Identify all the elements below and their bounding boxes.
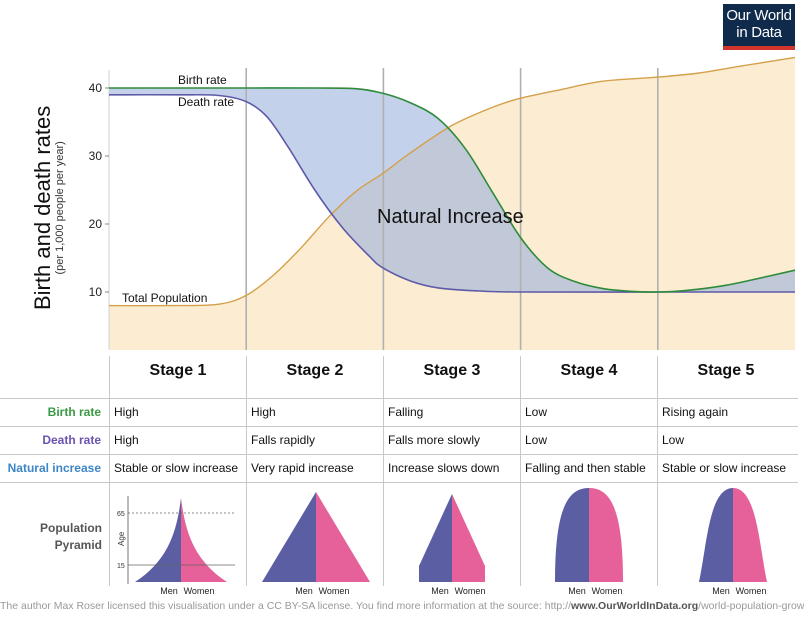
logo-line-2: in Data — [736, 24, 782, 41]
y-axis-title: Birth and death rates — [30, 105, 55, 310]
stage-3-heading: Stage 3 — [423, 362, 481, 379]
table-cell: Stable or slow increase — [662, 461, 787, 475]
owid-logo[interactable]: Our World in Data — [723, 4, 795, 50]
table-cell: High — [114, 405, 139, 419]
row-label-birth-rate: Birth rate — [47, 405, 101, 419]
pyramid-women — [452, 494, 485, 582]
population-pyramid-label: Population Pyramid — [20, 520, 102, 554]
pyramid-women-label: Women — [184, 586, 215, 596]
pyramid-women-label: Women — [319, 586, 350, 596]
table-cell: High — [114, 433, 139, 447]
row-label-natural-increase: Natural increase — [7, 461, 101, 475]
pyramid-women — [316, 492, 370, 582]
table-cell: Rising again — [662, 405, 729, 419]
license-footer: The author Max Roser licensed this visua… — [0, 600, 804, 612]
table-cell: Falls more slowly — [388, 433, 481, 447]
pyramid-men — [419, 494, 452, 582]
table-cell: Low — [662, 433, 685, 447]
stage-2-heading: Stage 2 — [286, 362, 344, 379]
pyramid-men — [699, 488, 733, 582]
death-rate-line — [108, 93, 795, 293]
pyramid-women — [733, 488, 767, 582]
natural-increase-area — [109, 87, 795, 293]
table-divider — [0, 398, 798, 399]
age-axis-label: Age — [117, 531, 126, 546]
table-cell: Stable or slow increase — [114, 461, 239, 475]
pyramid-men-label: Men — [568, 586, 586, 596]
pyramid-label-line-2: Pyramid — [54, 538, 102, 552]
pyramid-men-label: Men — [431, 586, 449, 596]
birth-rate-line — [108, 87, 796, 293]
y-axis-label: Birth and death rates (per 1,000 people … — [30, 106, 66, 310]
stage-5-heading: Stage 5 — [697, 362, 755, 379]
total-population-line — [108, 56, 796, 307]
table-divider — [0, 454, 798, 455]
pyramid-men-label: Men — [712, 586, 730, 596]
column-divider — [109, 356, 110, 586]
natural-increase-annotation: Natural Increase — [377, 206, 524, 228]
table-cell: Low — [525, 433, 548, 447]
total-population-label: Total Population — [122, 291, 207, 305]
pyramid-women-label: Women — [455, 586, 486, 596]
pyramid-women-label: Women — [736, 586, 767, 596]
pyramid-label-line-1: Population — [40, 521, 102, 535]
row-label-death-rate: Death rate — [42, 433, 101, 447]
table-cell: Low — [525, 405, 548, 419]
table-cell: Falls rapidly — [251, 433, 316, 447]
column-divider — [657, 356, 658, 586]
column-divider — [383, 356, 384, 586]
pyramid-men — [555, 488, 589, 582]
age-65-label: 65 — [117, 511, 125, 518]
stage-4-heading: Stage 4 — [560, 362, 618, 379]
table-cell: High — [251, 405, 276, 419]
table-divider — [0, 482, 798, 483]
y-tick-label: 40 — [89, 81, 103, 95]
column-divider — [520, 356, 521, 586]
death-rate-label: Death rate — [178, 95, 234, 109]
pyramid-women-label: Women — [592, 586, 623, 596]
table-cell: Very rapid increase — [251, 461, 354, 475]
source-link-path[interactable]: /world-population-growth — [698, 600, 804, 612]
age-15-label: 15 — [117, 563, 125, 570]
logo-line-1: Our World — [726, 7, 792, 24]
birth-rate-label: Birth rate — [178, 73, 227, 87]
pyramid-men — [135, 498, 181, 582]
table-cell: Falling and then stable — [525, 461, 646, 475]
pyramid-men — [262, 492, 316, 582]
y-tick-label: 10 — [89, 285, 103, 299]
column-divider — [246, 356, 247, 586]
y-tick-label: 30 — [89, 149, 103, 163]
y-tick-label: 20 — [89, 217, 103, 231]
pyramid-women — [589, 488, 623, 582]
pyramid-women — [181, 498, 227, 582]
pyramid-men-label: Men — [160, 586, 178, 596]
stage-1-heading: Stage 1 — [149, 362, 207, 379]
demographic-transition-chart: 10 20 30 40 Birth rate Death rate Total Popula… — [89, 56, 796, 596]
source-link[interactable]: www.OurWorldInData.org — [571, 600, 699, 612]
footer-text: The author Max Roser licensed this visua… — [0, 600, 571, 612]
table-cell: Falling — [388, 405, 424, 419]
pyramid-men-label: Men — [295, 586, 313, 596]
table-divider — [0, 426, 798, 427]
table-cell: Increase slows down — [388, 461, 500, 475]
